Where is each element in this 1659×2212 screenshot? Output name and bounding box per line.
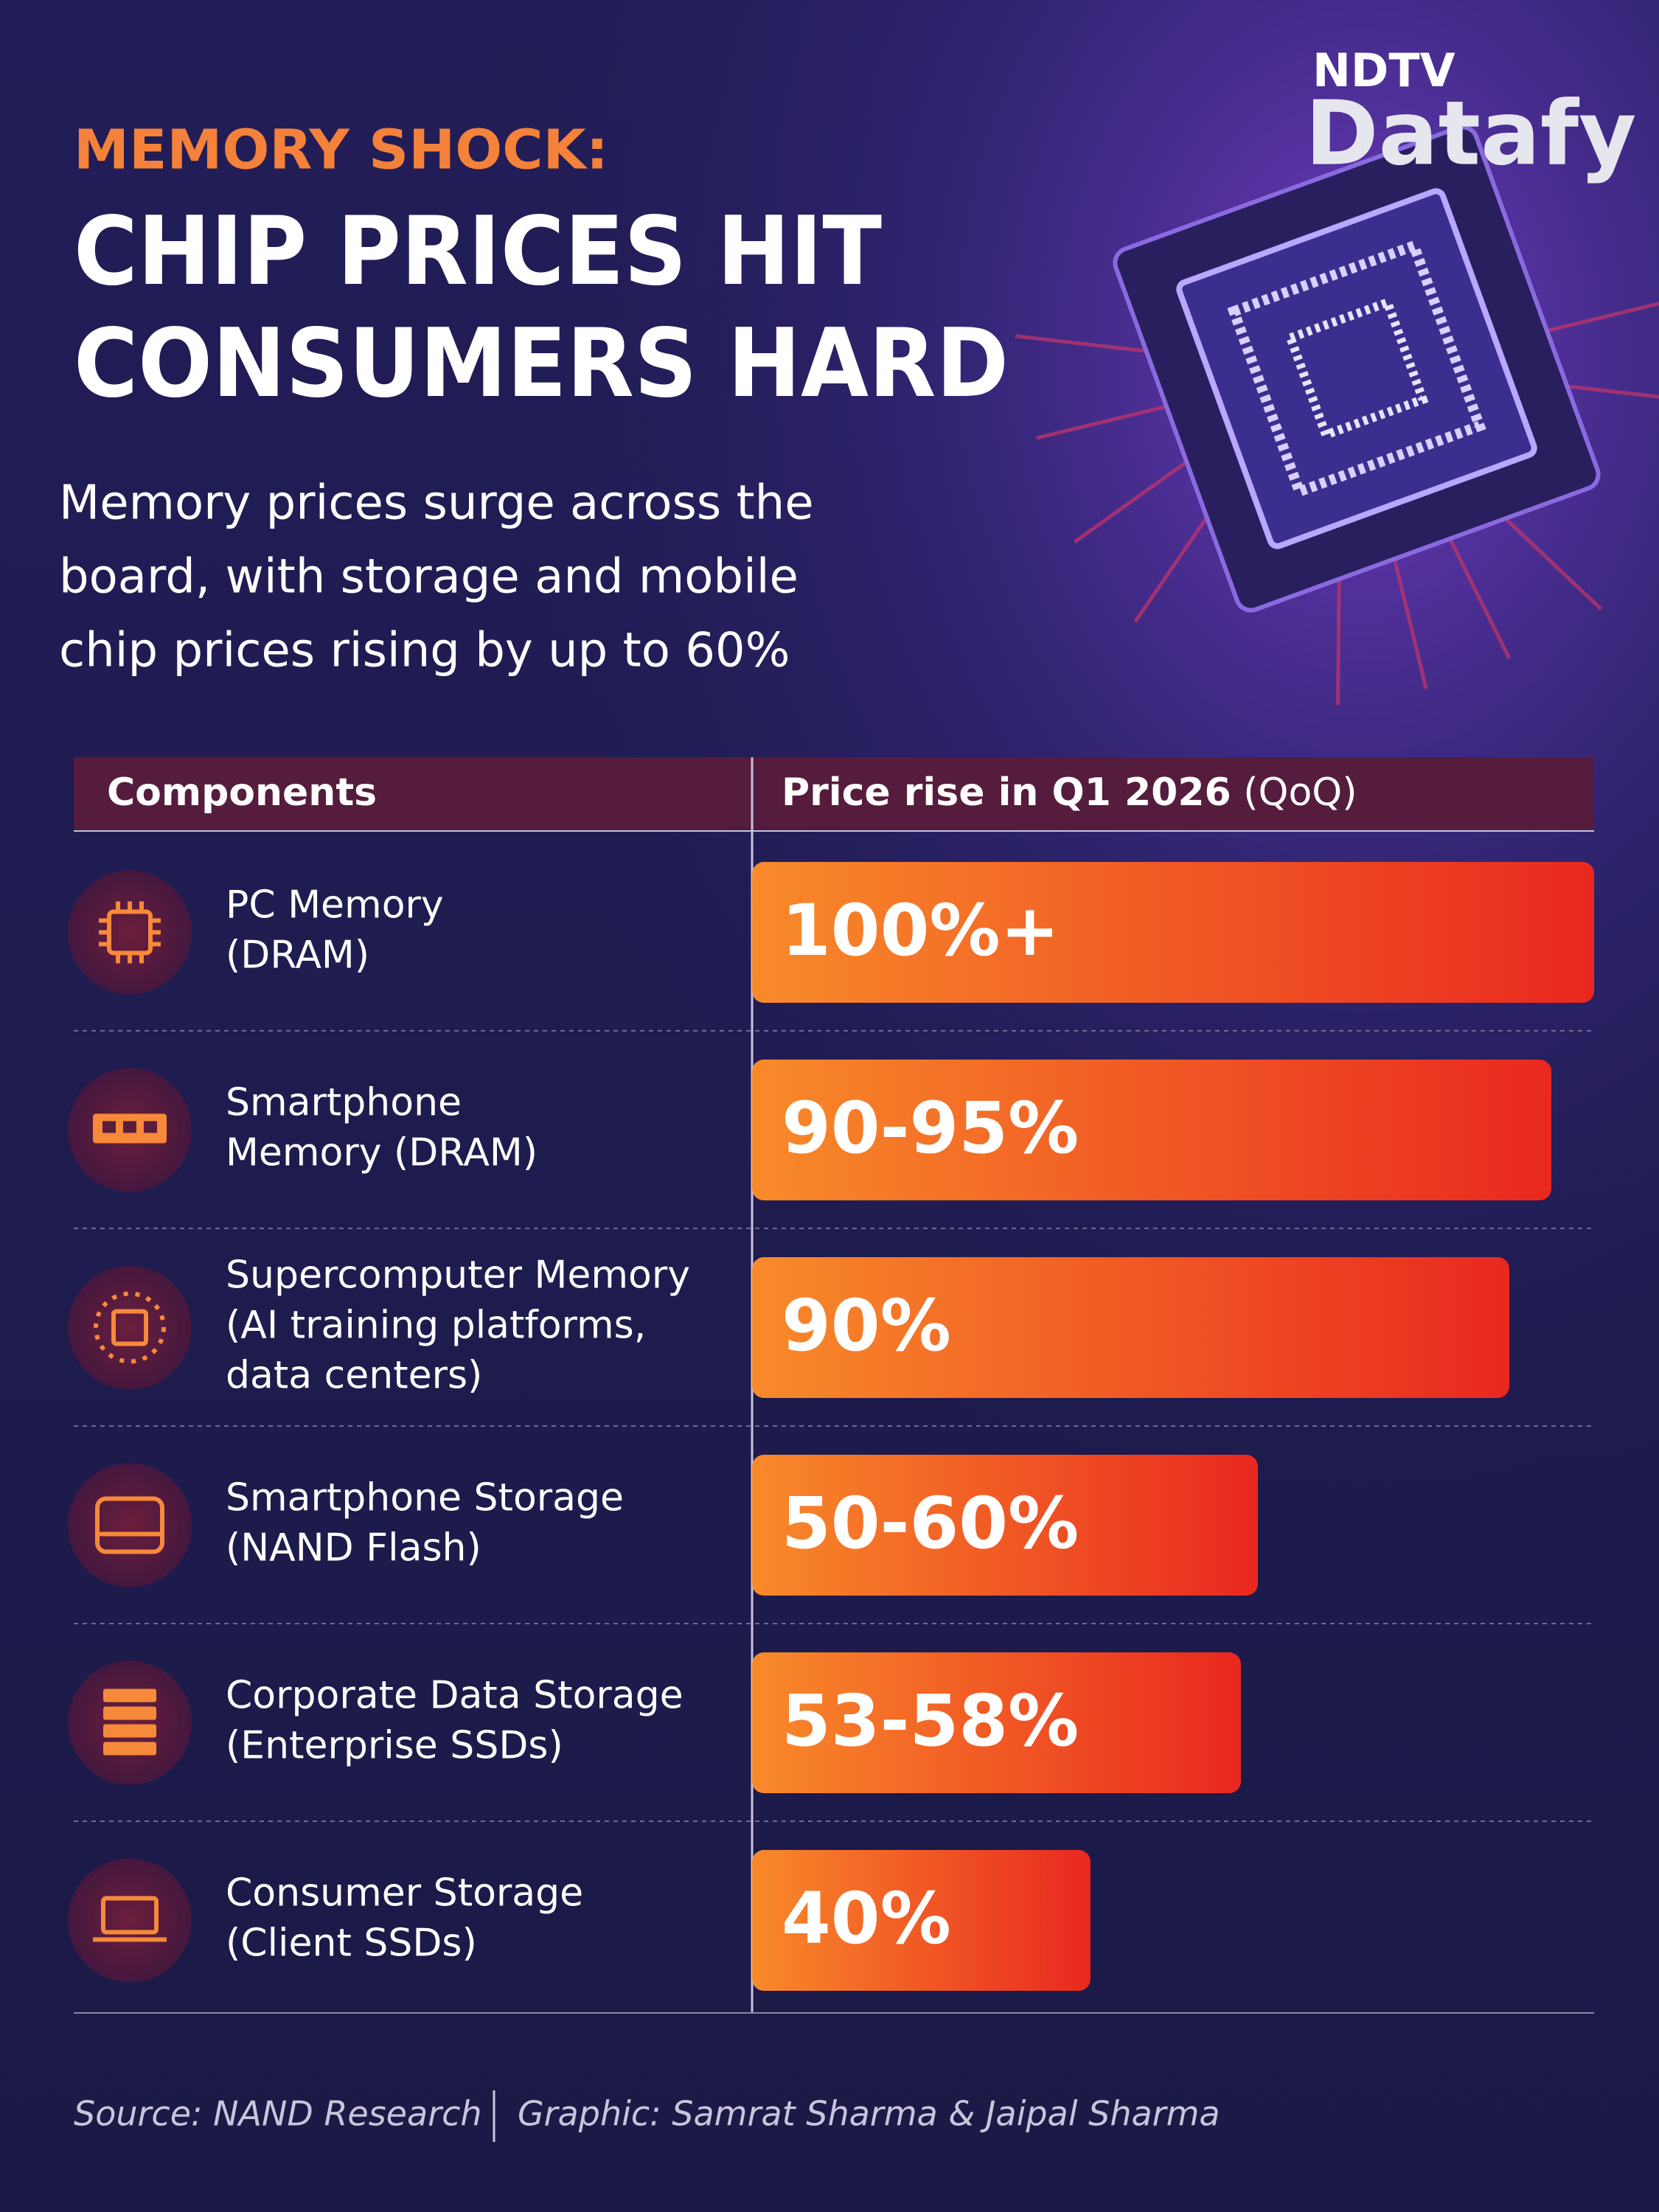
row-icon (68, 870, 192, 995)
component-label: (DRAM) (226, 933, 369, 978)
icon-glyph (144, 1121, 157, 1133)
subtitle-line: board, with storage and mobile (59, 550, 799, 605)
component-label: Memory (DRAM) (226, 1131, 538, 1175)
icon-glyph (94, 1291, 166, 1364)
table-rows: PC Memory (DRAM) 100%+ Smartphone Memory (DR… (68, 862, 1594, 1991)
row-icon (68, 1265, 192, 1390)
value-label: 50-60% (782, 1482, 1079, 1565)
value-label: 90% (782, 1284, 951, 1367)
value-bar (752, 1850, 1091, 1991)
logo-brand: NDTV (1312, 44, 1455, 97)
row-icon (68, 1858, 192, 1983)
credit: Graphic: Samrat Sharma & Jaipal Sharma (518, 2094, 1220, 2134)
component-label: Corporate Data Storage (226, 1674, 684, 1718)
component-label: Consumer Storage (226, 1871, 583, 1916)
title-line: CONSUMERS HARD (74, 309, 1009, 419)
value-label: 90-95% (782, 1087, 1079, 1169)
icon-glyph (123, 1121, 136, 1133)
component-label: PC Memory (226, 883, 444, 928)
title-line: CHIP PRICES HIT (74, 197, 882, 307)
component-label: (NAND Flash) (226, 1526, 481, 1571)
component-label: (Enterprise SSDs) (226, 1724, 563, 1768)
column-header: Components (107, 771, 377, 815)
icon-glyph (103, 1724, 156, 1738)
table-row: Consumer Storage (Client SSDs) 40% (68, 1850, 1091, 1991)
value-bar (752, 1060, 1551, 1200)
table-row: Supercomputer Memory (AI training platfor… (68, 1253, 1594, 1427)
icon-glyph (103, 1688, 156, 1703)
row-icon (68, 1463, 192, 1587)
source: Source: NAND Research (74, 2094, 482, 2134)
table-row: Smartphone Storage (NAND Flash) 50-60% (68, 1455, 1594, 1624)
subtitle-line: Memory prices surge across the (59, 476, 814, 531)
icon-glyph (111, 1309, 148, 1346)
row-icon (68, 1660, 192, 1785)
component-label: data centers) (226, 1354, 482, 1398)
component-label: Smartphone Storage (226, 1476, 624, 1520)
table-row: Corporate Data Storage (Enterprise SSDs) 5… (68, 1652, 1594, 1822)
column-header: Price rise in Q1 2026 (QoQ) (782, 771, 1357, 815)
icon-glyph (95, 1496, 164, 1554)
component-label: Smartphone (226, 1081, 462, 1125)
value-bar (752, 862, 1594, 1003)
icon-glyph (103, 1742, 156, 1756)
value-label: 53-58% (782, 1680, 1079, 1762)
value-label: 100%+ (782, 889, 1060, 972)
table-row: Smartphone Memory (DRAM) 90-95% (68, 1060, 1594, 1229)
kicker: MEMORY SHOCK: (74, 119, 608, 182)
chip-illustration (1015, 125, 1659, 706)
component-label: Supercomputer Memory (226, 1253, 690, 1298)
logo-product: Datafy (1305, 83, 1636, 186)
component-label: (Client SSDs) (226, 1921, 477, 1966)
icon-glyph (101, 1896, 159, 1935)
table-row: PC Memory (DRAM) 100%+ (68, 862, 1594, 1032)
column-header-main: Price rise in Q1 2026 (782, 771, 1231, 815)
icon-glyph (103, 1706, 156, 1720)
subtitle-line: chip prices rising by up to 60% (59, 624, 790, 678)
table-header (74, 757, 1594, 830)
component-label: (AI training platforms, (226, 1304, 646, 1348)
value-bar (752, 1257, 1509, 1398)
value-bar (752, 1652, 1241, 1793)
value-label: 40% (782, 1877, 951, 1960)
value-bar (752, 1455, 1258, 1596)
icon-glyph (102, 1121, 116, 1133)
column-header-note: (QoQ) (1243, 771, 1357, 815)
